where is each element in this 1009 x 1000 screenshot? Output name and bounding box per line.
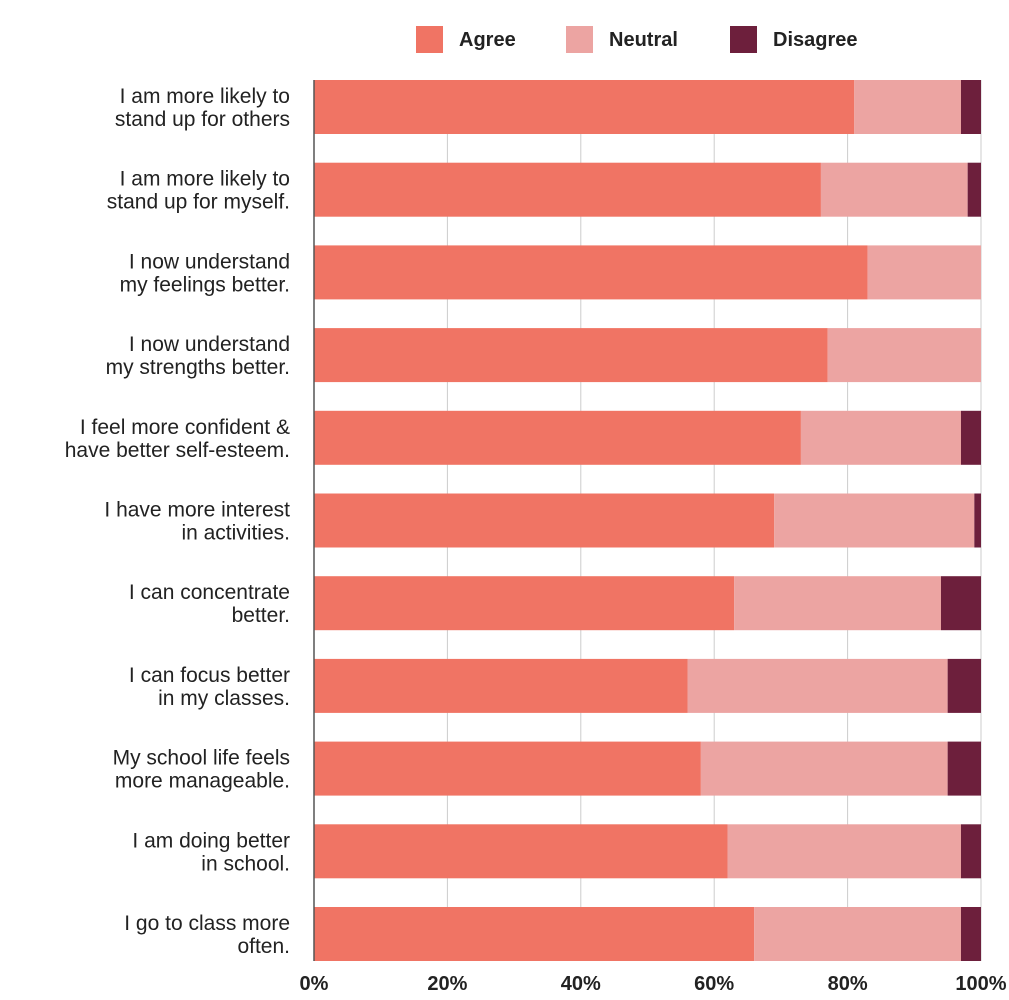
bar-neutral: [867, 245, 981, 300]
bar-neutral: [700, 741, 948, 796]
bar-disagree: [960, 80, 981, 134]
category-label: I now understand my strengths better.: [106, 333, 290, 379]
category-label: I now understand my feelings better.: [120, 250, 290, 296]
category-label-line: more manageable.: [115, 770, 290, 793]
bar-neutral: [687, 658, 948, 713]
category-label: I feel more confident & have better self-…: [65, 416, 290, 462]
bar-agree: [314, 907, 755, 961]
bar-disagree: [947, 741, 981, 796]
bar-disagree: [960, 824, 981, 879]
bar-agree: [314, 493, 775, 548]
category-label-line: I have more interest: [104, 499, 290, 522]
bar-neutral: [774, 493, 975, 548]
bar-neutral: [754, 907, 961, 961]
x-tick-label: 60%: [694, 973, 734, 995]
bar-neutral: [727, 824, 961, 879]
x-tick-labels: 0% 20% 40% 60% 80% 100%: [300, 973, 1007, 995]
legend-swatch-neutral: [566, 26, 593, 53]
bar-neutral: [854, 80, 961, 134]
category-label-line: stand up for others: [115, 108, 290, 131]
bar-agree: [314, 328, 828, 383]
legend-swatch-agree: [416, 26, 443, 53]
category-label-line: I can focus better: [129, 664, 290, 687]
legend: Agree Neutral Disagree: [416, 26, 858, 53]
bar-disagree: [947, 658, 981, 713]
category-label-line: I can concentrate: [129, 581, 290, 604]
category-label: I go to class more often.: [124, 912, 290, 958]
x-tick-label: 80%: [828, 973, 868, 995]
category-label-line: I go to class more: [124, 912, 290, 935]
bar-disagree: [960, 907, 981, 961]
bar-neutral: [827, 328, 981, 383]
category-label-line: have better self-esteem.: [65, 439, 290, 462]
category-label: I can concentrate better.: [129, 581, 290, 627]
category-label: I can focus better in my classes.: [129, 664, 290, 710]
bar-neutral: [800, 410, 961, 465]
category-label: My school life feels more manageable.: [113, 747, 290, 793]
category-label-line: I now understand: [129, 333, 290, 356]
category-label-line: often.: [237, 935, 290, 958]
bar-agree: [314, 824, 728, 879]
bar-agree: [314, 245, 868, 300]
category-label-line: my feelings better.: [120, 273, 290, 296]
x-tick-label: 0%: [300, 973, 329, 995]
category-label-line: I am more likely to: [120, 168, 290, 191]
bar-agree: [314, 658, 688, 713]
category-label-line: my strengths better.: [106, 356, 290, 379]
x-tick-label: 40%: [561, 973, 601, 995]
category-label-line: My school life feels: [113, 747, 290, 770]
bar-agree: [314, 741, 701, 796]
category-label: I have more interest in activities.: [104, 499, 290, 545]
bar-disagree: [940, 576, 981, 631]
legend-label-agree: Agree: [459, 29, 516, 51]
bars: [314, 80, 981, 961]
category-labels: I am more likely to stand up for othersI …: [65, 85, 290, 958]
bar-disagree: [967, 162, 981, 217]
category-label: I am more likely to stand up for myself.: [107, 168, 290, 214]
category-label-line: I now understand: [129, 250, 290, 273]
x-tick-label: 100%: [955, 973, 1006, 995]
category-label-line: I am more likely to: [120, 85, 290, 108]
bar-agree: [314, 410, 801, 465]
category-label: I am doing better in school.: [132, 829, 290, 875]
category-label-line: in my classes.: [158, 687, 290, 710]
category-label-line: in activities.: [181, 522, 290, 545]
bar-agree: [314, 576, 735, 631]
bar-disagree: [960, 410, 981, 465]
x-tick-label: 20%: [427, 973, 467, 995]
legend-label-disagree: Disagree: [773, 29, 858, 51]
category-label-line: I feel more confident &: [80, 416, 290, 439]
category-label-line: I am doing better: [132, 829, 290, 852]
legend-swatch-disagree: [730, 26, 757, 53]
legend-label-neutral: Neutral: [609, 29, 678, 51]
bar-agree: [314, 80, 855, 134]
category-label-line: stand up for myself.: [107, 191, 290, 214]
bar-neutral: [820, 162, 968, 217]
category-label-line: in school.: [201, 852, 290, 875]
category-label-line: better.: [232, 604, 290, 627]
bar-agree: [314, 162, 821, 217]
bar-neutral: [734, 576, 941, 631]
category-label: I am more likely to stand up for others: [115, 85, 290, 131]
bar-disagree: [974, 493, 981, 548]
